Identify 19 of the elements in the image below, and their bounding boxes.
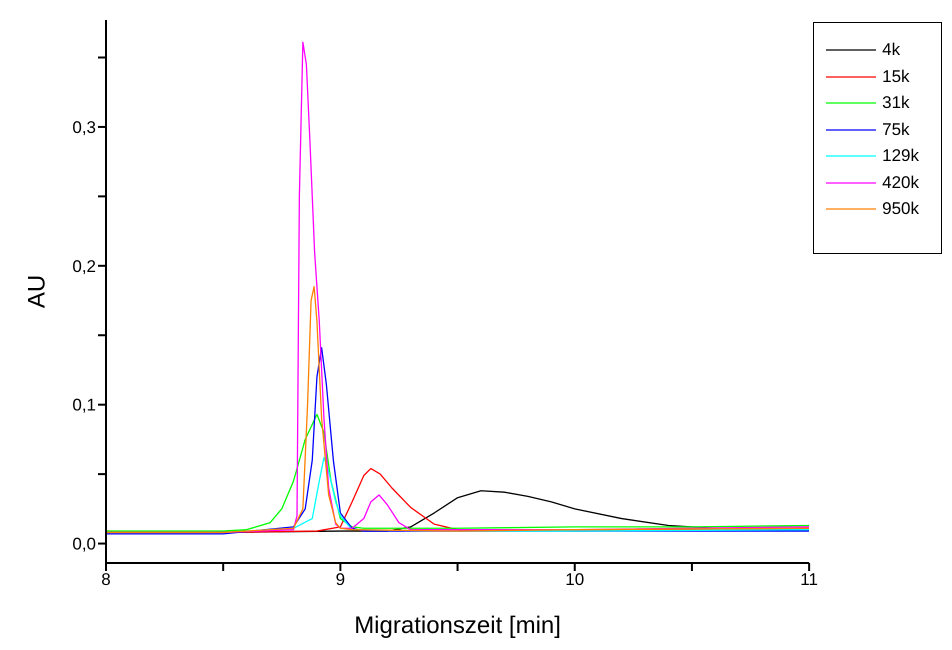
legend-label: 4k: [882, 40, 900, 60]
legend-label: 420k: [882, 172, 919, 193]
y-tick-label: 0,3: [72, 118, 96, 137]
x-tick-label: 8: [101, 570, 111, 590]
legend-label: 31k: [882, 93, 910, 114]
line-series: [106, 286, 810, 534]
x-tick-label: 9: [336, 570, 346, 590]
y-tick-label: 0,1: [72, 396, 96, 415]
legend-label: 15k: [882, 66, 910, 87]
legend-label: 75k: [882, 120, 910, 140]
x-tick-label: 11: [800, 570, 818, 590]
y-tick-label: 0,0: [72, 534, 96, 554]
legend-label: 950k: [882, 199, 919, 220]
legend-label: 129k: [882, 146, 919, 166]
y-tick-label: 0,2: [72, 256, 96, 276]
y-axis-title: AU: [24, 274, 51, 308]
x-tick-label: 10: [565, 570, 584, 590]
x-axis-title: Migrationszeit [min]: [354, 612, 561, 639]
line-series: [106, 414, 810, 532]
